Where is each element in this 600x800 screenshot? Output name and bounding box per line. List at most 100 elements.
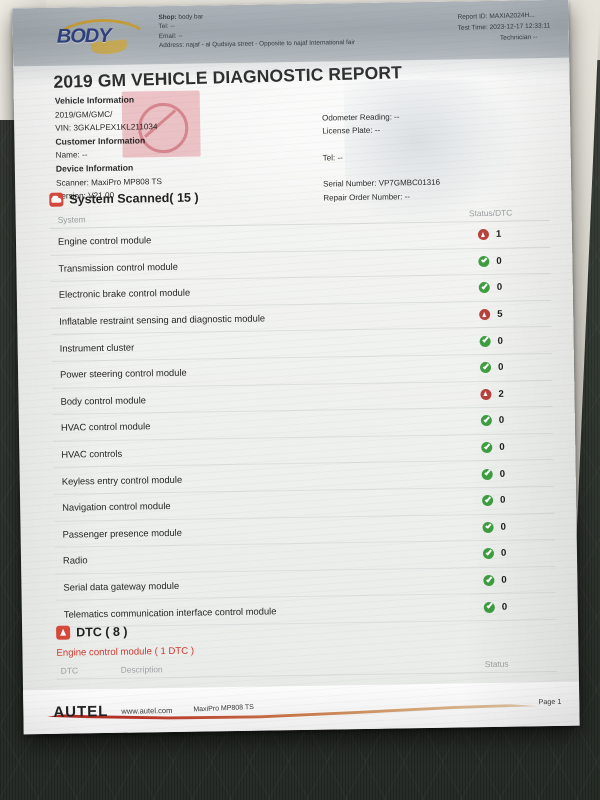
dtc-section-header: DTC ( 8 ) xyxy=(56,625,128,640)
dtc-count: 0 xyxy=(497,335,504,347)
shop-name-label: Shop: xyxy=(158,13,177,22)
status-ok-icon xyxy=(481,468,493,480)
customer-name-value: -- xyxy=(81,150,88,160)
shop-address-label: Address: xyxy=(158,41,185,50)
system-name: HVAC controls xyxy=(61,447,123,460)
status-cell: 5 xyxy=(433,308,551,321)
technician-label: Technician xyxy=(500,33,532,42)
status-cell: 0 xyxy=(435,414,553,427)
status-cell: 0 xyxy=(437,547,555,560)
status-ok-icon xyxy=(483,601,495,613)
dtc-count: 1 xyxy=(495,229,502,241)
status-cell: 0 xyxy=(436,494,554,507)
status-cell: 0 xyxy=(436,468,554,481)
status-cell: 0 xyxy=(432,255,550,268)
status-cell: 2 xyxy=(434,388,552,401)
system-name: Serial data gateway module xyxy=(63,579,180,593)
report-meta-block: Report ID: MAXIA2024H... Test Time: 2023… xyxy=(458,9,551,44)
status-ok-icon xyxy=(479,335,491,347)
dtc-count: 0 xyxy=(499,468,506,480)
license-plate-label: License Plate: xyxy=(322,126,373,136)
odometer-label: Odometer Reading: xyxy=(322,112,392,123)
shop-address-line: Address: najaf - al Qudsiya street - Opp… xyxy=(159,38,355,50)
scanner-value: MaxiPro MP808 TS xyxy=(91,176,163,187)
system-name: Keyless entry control module xyxy=(61,473,183,487)
status-ok-icon xyxy=(482,548,495,560)
system-name: HVAC control module xyxy=(60,420,151,434)
logo-text: BODY xyxy=(56,24,111,48)
dtc-count: 0 xyxy=(501,574,507,586)
report-id-label: Report ID: xyxy=(457,13,488,21)
footer-device-name: MaxiPro MP808 TS xyxy=(193,703,255,714)
status-ok-icon xyxy=(480,415,492,427)
status-cell: 0 xyxy=(435,441,553,454)
column-header-description: Description xyxy=(120,664,163,675)
dtc-count: 0 xyxy=(501,601,508,613)
technician-value: -- xyxy=(533,33,538,41)
system-name: Passenger presence module xyxy=(62,526,183,540)
autel-logo: AUTEL xyxy=(53,702,109,721)
car-icon xyxy=(49,192,64,207)
status-cell: 0 xyxy=(434,335,552,348)
shop-tel-value: -- xyxy=(170,23,175,31)
dtc-count: 0 xyxy=(500,548,507,560)
test-time-label: Test Time: xyxy=(457,24,489,32)
system-name: Instrument cluster xyxy=(59,341,135,354)
status-cell: 0 xyxy=(433,281,551,294)
status-cell: 0 xyxy=(434,361,552,374)
dtc-count: 0 xyxy=(499,441,505,453)
column-header-system: System xyxy=(57,214,86,225)
status-ok-icon xyxy=(482,521,494,533)
vin-label: VIN: xyxy=(55,123,72,133)
system-scanned-header: System Scanned( 15 ) xyxy=(49,190,199,207)
customer-name-label: Name: xyxy=(55,150,80,161)
vehicle-info-right-column: Odometer Reading: -- License Plate: -- T… xyxy=(322,108,563,205)
report-id-value: MAXIA2024H... xyxy=(489,11,536,21)
system-name: Navigation control module xyxy=(62,500,171,513)
column-header-status: Status/DTC xyxy=(468,207,513,219)
status-ok-icon xyxy=(481,441,493,454)
status-fault-icon xyxy=(480,388,492,400)
shop-email-label: Email: xyxy=(158,32,177,40)
dtc-count: 5 xyxy=(497,308,503,320)
dtc-section-title: DTC ( 8 ) xyxy=(76,624,128,640)
dtc-count: 0 xyxy=(500,494,506,507)
status-cell: 0 xyxy=(438,601,556,614)
system-name: Inflatable restraint sensing and diagnos… xyxy=(59,312,266,327)
shop-tel-label: Tel: xyxy=(158,23,169,31)
footer-wave-graphic xyxy=(33,698,573,722)
system-name: Electronic brake control module xyxy=(58,287,191,301)
customer-tel-value: -- xyxy=(337,153,343,163)
system-scanned-table: System Status/DTC Engine control module 1… xyxy=(49,204,557,628)
table-body: Engine control module 1 Transmission contr… xyxy=(49,220,557,628)
shop-header: BODY Shop: body bar Tel: -- Email: -- Ad… xyxy=(12,0,570,67)
license-plate-value: -- xyxy=(374,126,381,136)
dtc-table-header-row: DTC Description Status xyxy=(56,657,557,680)
dtc-count: 0 xyxy=(496,255,502,267)
dtc-module-subheading: Engine control module ( 1 DTC ) xyxy=(56,645,195,659)
status-fault-icon xyxy=(479,309,491,321)
dtc-count: 0 xyxy=(496,282,503,294)
system-name: Body control module xyxy=(60,394,147,407)
column-header-dtc-status: Status xyxy=(484,658,509,670)
warning-icon xyxy=(56,625,71,640)
system-name: Radio xyxy=(62,554,88,567)
autel-website[interactable]: www.autel.com xyxy=(121,705,173,716)
vehicle-info-column: Vehicle Information 2019/GM/GMC/ VIN: 3G… xyxy=(55,91,327,204)
status-ok-icon xyxy=(483,574,495,587)
dtc-count: 0 xyxy=(497,362,504,374)
shop-name-value: body bar xyxy=(178,13,204,21)
system-name: Power steering control module xyxy=(60,366,187,380)
shop-address-value: najaf - al Qudsiya street - Opposite to … xyxy=(185,39,356,49)
system-name: Telematics communication interface contr… xyxy=(63,604,277,620)
body-bar-logo: BODY xyxy=(50,16,152,56)
dtc-count: 0 xyxy=(498,415,505,427)
vin-value: 3GKALPEX1KL211034 xyxy=(73,122,158,133)
shop-email-value: -- xyxy=(178,32,183,40)
customer-tel-label: Tel: xyxy=(322,153,336,163)
status-ok-icon xyxy=(478,282,490,294)
system-scanned-title: System Scanned( 15 ) xyxy=(69,190,199,207)
status-cell: 0 xyxy=(437,574,555,587)
shop-contact-block: Shop: body bar Tel: -- Email: -- Address… xyxy=(158,10,355,51)
status-ok-icon xyxy=(482,495,494,507)
